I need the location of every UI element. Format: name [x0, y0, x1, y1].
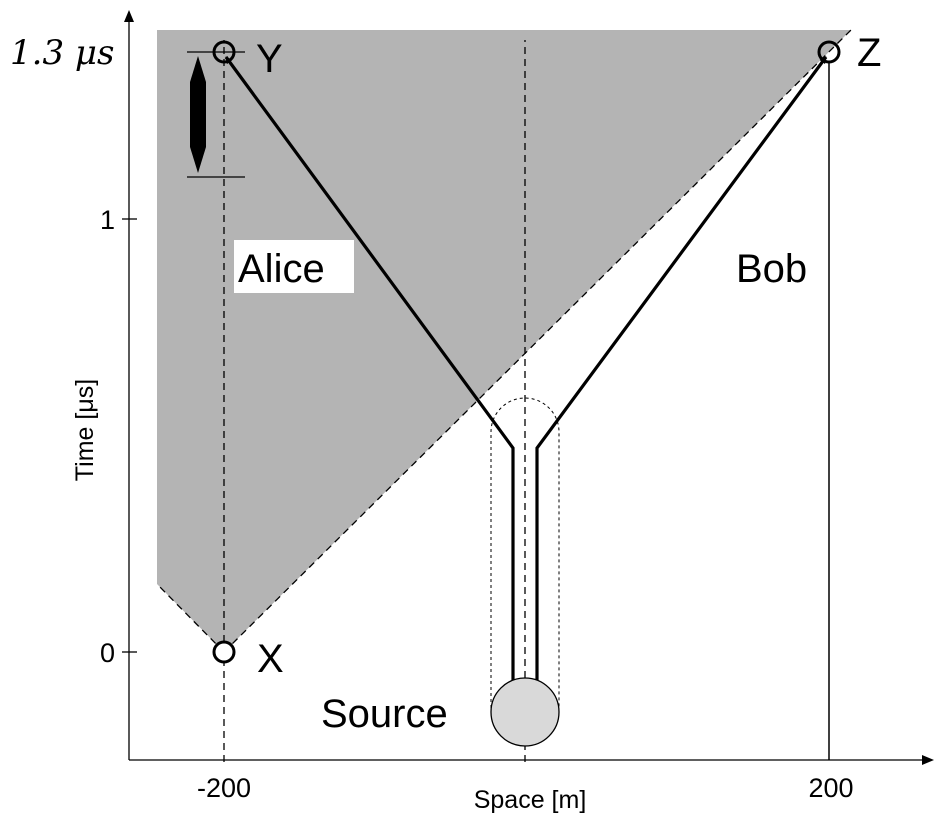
- photon-path-to-alice: [224, 56, 515, 680]
- x-tick-label-200: 200: [808, 773, 853, 803]
- measurement-duration-bar: [190, 82, 206, 147]
- x-axis-label: Space [m]: [474, 786, 587, 814]
- source-circle: [490, 677, 560, 747]
- event-y-label: Y: [256, 37, 283, 81]
- y-axis-arrow-icon: [124, 10, 134, 22]
- x-tick-label-neg200: -200: [197, 773, 251, 803]
- bracket-arrow-down-icon: [190, 147, 206, 173]
- event-x-marker: [212, 640, 236, 664]
- y-axis-label: Time [μs]: [71, 379, 99, 481]
- event-z-label: Z: [857, 31, 881, 75]
- y-tick-label-1: 1: [100, 205, 115, 235]
- bob-label: Bob: [736, 247, 807, 291]
- alice-label-background: [234, 240, 354, 293]
- y-top-time-label: 1.3 μs: [10, 33, 114, 73]
- light-cone-region: [157, 30, 851, 652]
- alice-label: Alice: [238, 247, 325, 291]
- bracket-arrow-up-icon: [190, 56, 206, 82]
- y-tick-label-0: 0: [100, 638, 115, 668]
- event-y-marker: [212, 40, 236, 64]
- photon-path-to-bob: [535, 56, 828, 680]
- event-z-marker: [817, 40, 841, 64]
- light-cone-edge-right: [223, 29, 852, 653]
- event-x-label: X: [257, 637, 284, 681]
- source-label: Source: [321, 692, 448, 736]
- light-cone-edge-left: [156, 583, 225, 653]
- x-axis-arrow-icon: [922, 755, 934, 765]
